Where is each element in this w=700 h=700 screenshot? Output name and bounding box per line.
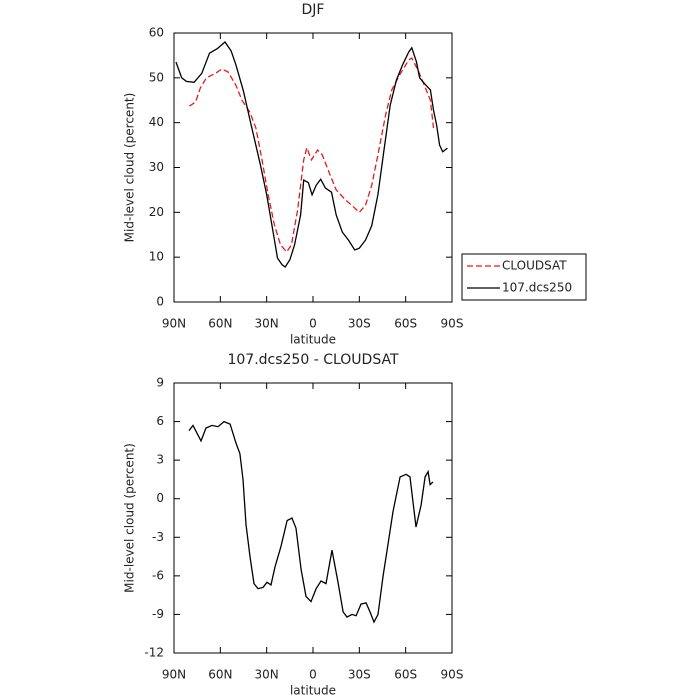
x-tick-label: 60N [208,668,232,682]
x-tick-label: 90S [441,317,464,331]
y-axis-label: Mid-level cloud (percent) [123,443,137,593]
y-tick-label: -9 [152,607,164,621]
x-tick-label: 30S [348,317,371,331]
x-tick-label: 90N [162,668,186,682]
y-tick-label: 9 [156,376,164,390]
y-axis-label: Mid-level cloud (percent) [123,93,137,243]
x-axis-label: latitude [290,333,336,347]
x-tick-label: 0 [309,668,317,682]
series-line [189,57,435,253]
plot-frame [173,382,453,654]
x-tick-label: 30N [255,668,279,682]
x-axis-label: latitude [290,684,336,698]
x-tick-label: 30S [348,668,371,682]
series-line [175,41,448,268]
y-tick-label: 30 [149,160,164,174]
y-tick-label: 6 [156,414,164,428]
chart-title: DJF [302,2,325,18]
x-tick-label: 90N [162,317,186,331]
y-tick-label: 0 [156,295,164,309]
y-tick-label: -12 [144,646,164,660]
x-tick-label: 30N [255,317,279,331]
y-tick-label: 0 [156,491,164,505]
legend-box [461,253,587,301]
x-tick-label: 60S [394,317,417,331]
x-tick-label: 60S [394,668,417,682]
y-tick-label: -6 [152,568,164,582]
y-tick-label: 60 [149,26,164,40]
legend-label: 107.dcs250 [502,281,572,295]
y-tick-label: 50 [149,70,164,84]
x-tick-label: 90S [441,668,464,682]
plot-frame [173,32,453,303]
x-tick-label: 60N [208,317,232,331]
y-tick-label: 10 [149,250,164,264]
legend-label: CLOUDSAT [502,259,567,273]
y-tick-label: 20 [149,205,164,219]
y-tick-label: 40 [149,115,164,129]
x-tick-label: 0 [309,317,317,331]
series-line [188,420,434,624]
chart-title: 107.dcs250 - CLOUDSAT [227,352,398,368]
y-tick-label: 3 [156,453,164,467]
y-tick-label: -3 [152,530,164,544]
